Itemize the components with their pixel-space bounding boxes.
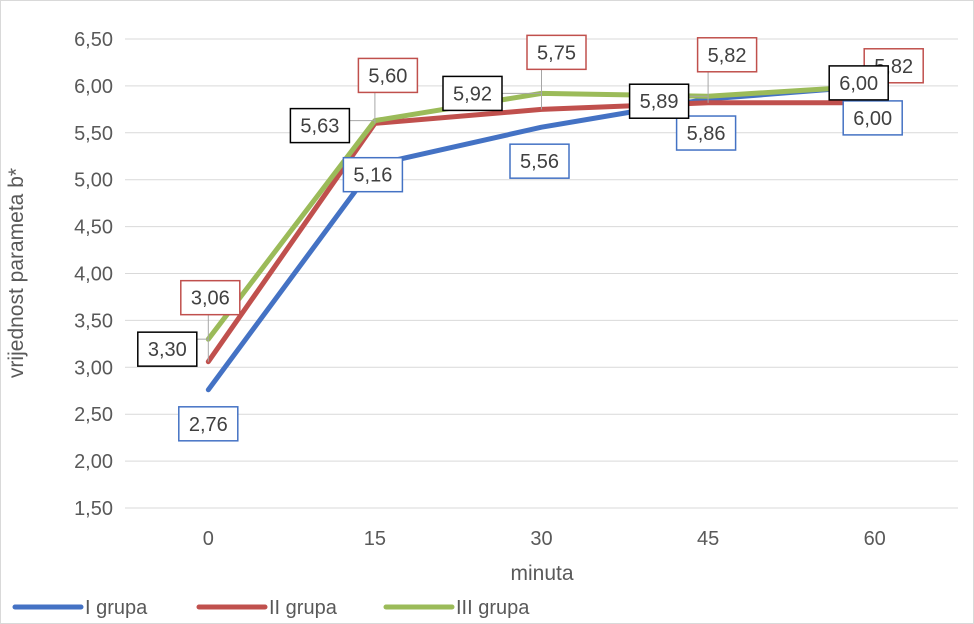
data-label-box — [357, 57, 419, 94]
data-label-box — [526, 34, 587, 71]
y-tick-label: 3,50 — [74, 310, 113, 332]
y-tick-label: 4,50 — [74, 217, 113, 239]
y-tick-label: 4,00 — [74, 264, 113, 286]
x-tick-label: 15 — [364, 528, 386, 550]
data-label-box — [509, 143, 570, 179]
legend-label: II grupa — [269, 597, 338, 619]
x-tick-label: 30 — [530, 528, 552, 550]
data-label: 5,60 — [368, 65, 407, 87]
data-label-box — [442, 75, 503, 112]
y-axis: 1,50 2,00 2,50 3,00 3,50 4,00 4,50 5,00 5,50 6,00… — [74, 29, 113, 520]
legend: I grupa II grupa III grupa — [12, 597, 530, 619]
x-tick-label: 60 — [864, 528, 886, 550]
data-label: 5,86 — [687, 123, 726, 145]
data-label-box — [342, 156, 404, 193]
data-label: 2,76 — [189, 414, 228, 436]
y-tick-label: 2,00 — [74, 451, 113, 473]
data-label-box — [828, 65, 889, 101]
y-tick-label: 3,00 — [74, 357, 113, 379]
data-label-box — [289, 107, 351, 144]
x-axis: 0 15 30 45 60 — [203, 528, 886, 550]
y-tick-label: 5,00 — [74, 170, 113, 192]
series-line-2 — [205, 100, 878, 365]
y-tick-label: 5,50 — [74, 123, 113, 145]
data-label: 3,30 — [148, 339, 187, 361]
data-label: 6,00 — [839, 73, 878, 95]
data-label-box — [178, 406, 239, 442]
x-axis-title: minuta — [510, 562, 573, 585]
data-label-box — [137, 331, 198, 367]
data-label-box — [696, 37, 758, 73]
data-label: 6,00 — [853, 108, 892, 130]
data-label-box — [180, 279, 241, 316]
x-tick-label: 45 — [697, 528, 719, 550]
data-labels: 2,765,165,565,866,003,065,605,75 5,82 5,82… — [137, 34, 924, 442]
data-label: 5,63 — [300, 116, 339, 138]
gridlines — [125, 38, 958, 509]
legend-label: I grupa — [85, 597, 148, 619]
data-label: 5,75 — [537, 42, 576, 64]
y-tick-label: 6,50 — [74, 29, 113, 51]
data-label: 5,89 — [640, 91, 679, 113]
data-label: 5,92 — [453, 83, 492, 105]
data-label: 5,82 — [708, 45, 747, 67]
data-label: 5,16 — [353, 165, 392, 187]
y-tick-label: 2,50 — [74, 404, 113, 426]
data-label-box — [628, 83, 690, 119]
data-label: 5,56 — [520, 151, 559, 173]
data-label-box — [842, 100, 903, 136]
data-label-box — [675, 115, 737, 151]
x-tick-label: 0 — [203, 528, 214, 550]
y-tick-label: 1,50 — [74, 498, 113, 520]
y-axis-title: vrijednost parameta b* — [5, 168, 28, 378]
y-tick-label: 6,00 — [74, 76, 113, 98]
data-label: 3,06 — [191, 288, 230, 310]
legend-label: III grupa — [456, 597, 530, 619]
